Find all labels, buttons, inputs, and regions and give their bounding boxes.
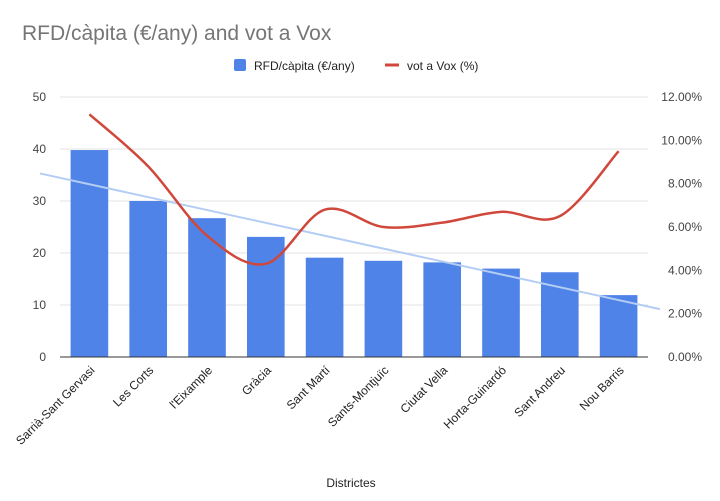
x-axis-title: Districtes [326, 476, 375, 490]
bar [364, 260, 403, 357]
left-tick-label: 40 [33, 142, 47, 156]
bar [188, 218, 226, 357]
category-label: Sarrià-Sant Gervasi [13, 363, 97, 447]
category-labels: Sarrià-Sant Gervasi Les Corts l'Eixample Gr… [13, 363, 627, 448]
right-axis-ticks: 0.00% 2.00% 4.00% 6.00% 8.00% 10.00% 12.00% [661, 90, 702, 364]
bar [599, 295, 638, 357]
legend-label-line: vot a Vox (%) [407, 59, 478, 73]
category-label: Sants-Montjuïc [325, 363, 392, 430]
line-series [88, 113, 620, 266]
right-tick-label: 2.00% [668, 307, 702, 321]
chart-title: RFD/càpita (€/any) and vot a Vox [22, 22, 332, 45]
bar [129, 201, 168, 357]
right-tick-label: 12.00% [661, 90, 702, 104]
category-label: Gràcia [239, 363, 274, 398]
left-tick-label: 30 [33, 194, 47, 208]
category-label: Ciutat Vella [397, 363, 450, 416]
trendline [39, 172, 661, 311]
bar [423, 262, 462, 357]
legend-swatch-bar [234, 59, 246, 71]
right-tick-label: 4.00% [668, 263, 702, 277]
category-label: Les Corts [110, 363, 156, 409]
right-tick-label: 10.00% [661, 133, 702, 147]
trendline-layer [39, 172, 661, 311]
left-tick-label: 10 [33, 298, 47, 312]
category-label: l'Eixample [167, 363, 216, 412]
legend-label-bar: RFD/càpita (€/any) [254, 59, 355, 73]
left-tick-label: 0 [39, 350, 46, 364]
vox-line [88, 113, 620, 266]
left-tick-label: 20 [33, 246, 47, 260]
left-tick-label: 50 [33, 90, 47, 104]
category-label: Sant Andreu [511, 363, 568, 420]
bar [482, 268, 520, 357]
bar-series [70, 150, 638, 357]
left-axis-ticks: 0 10 20 30 40 50 [33, 90, 47, 364]
legend: RFD/càpita (€/any) vot a Vox (%) [234, 59, 478, 73]
bar [305, 257, 344, 357]
category-label: Sant Martí [284, 363, 334, 413]
category-label: Nou Barris [577, 363, 627, 413]
right-tick-label: 6.00% [668, 220, 702, 234]
right-tick-label: 0.00% [668, 350, 702, 364]
category-label: Horta-Guinardó [441, 363, 510, 432]
right-tick-label: 8.00% [668, 177, 702, 191]
